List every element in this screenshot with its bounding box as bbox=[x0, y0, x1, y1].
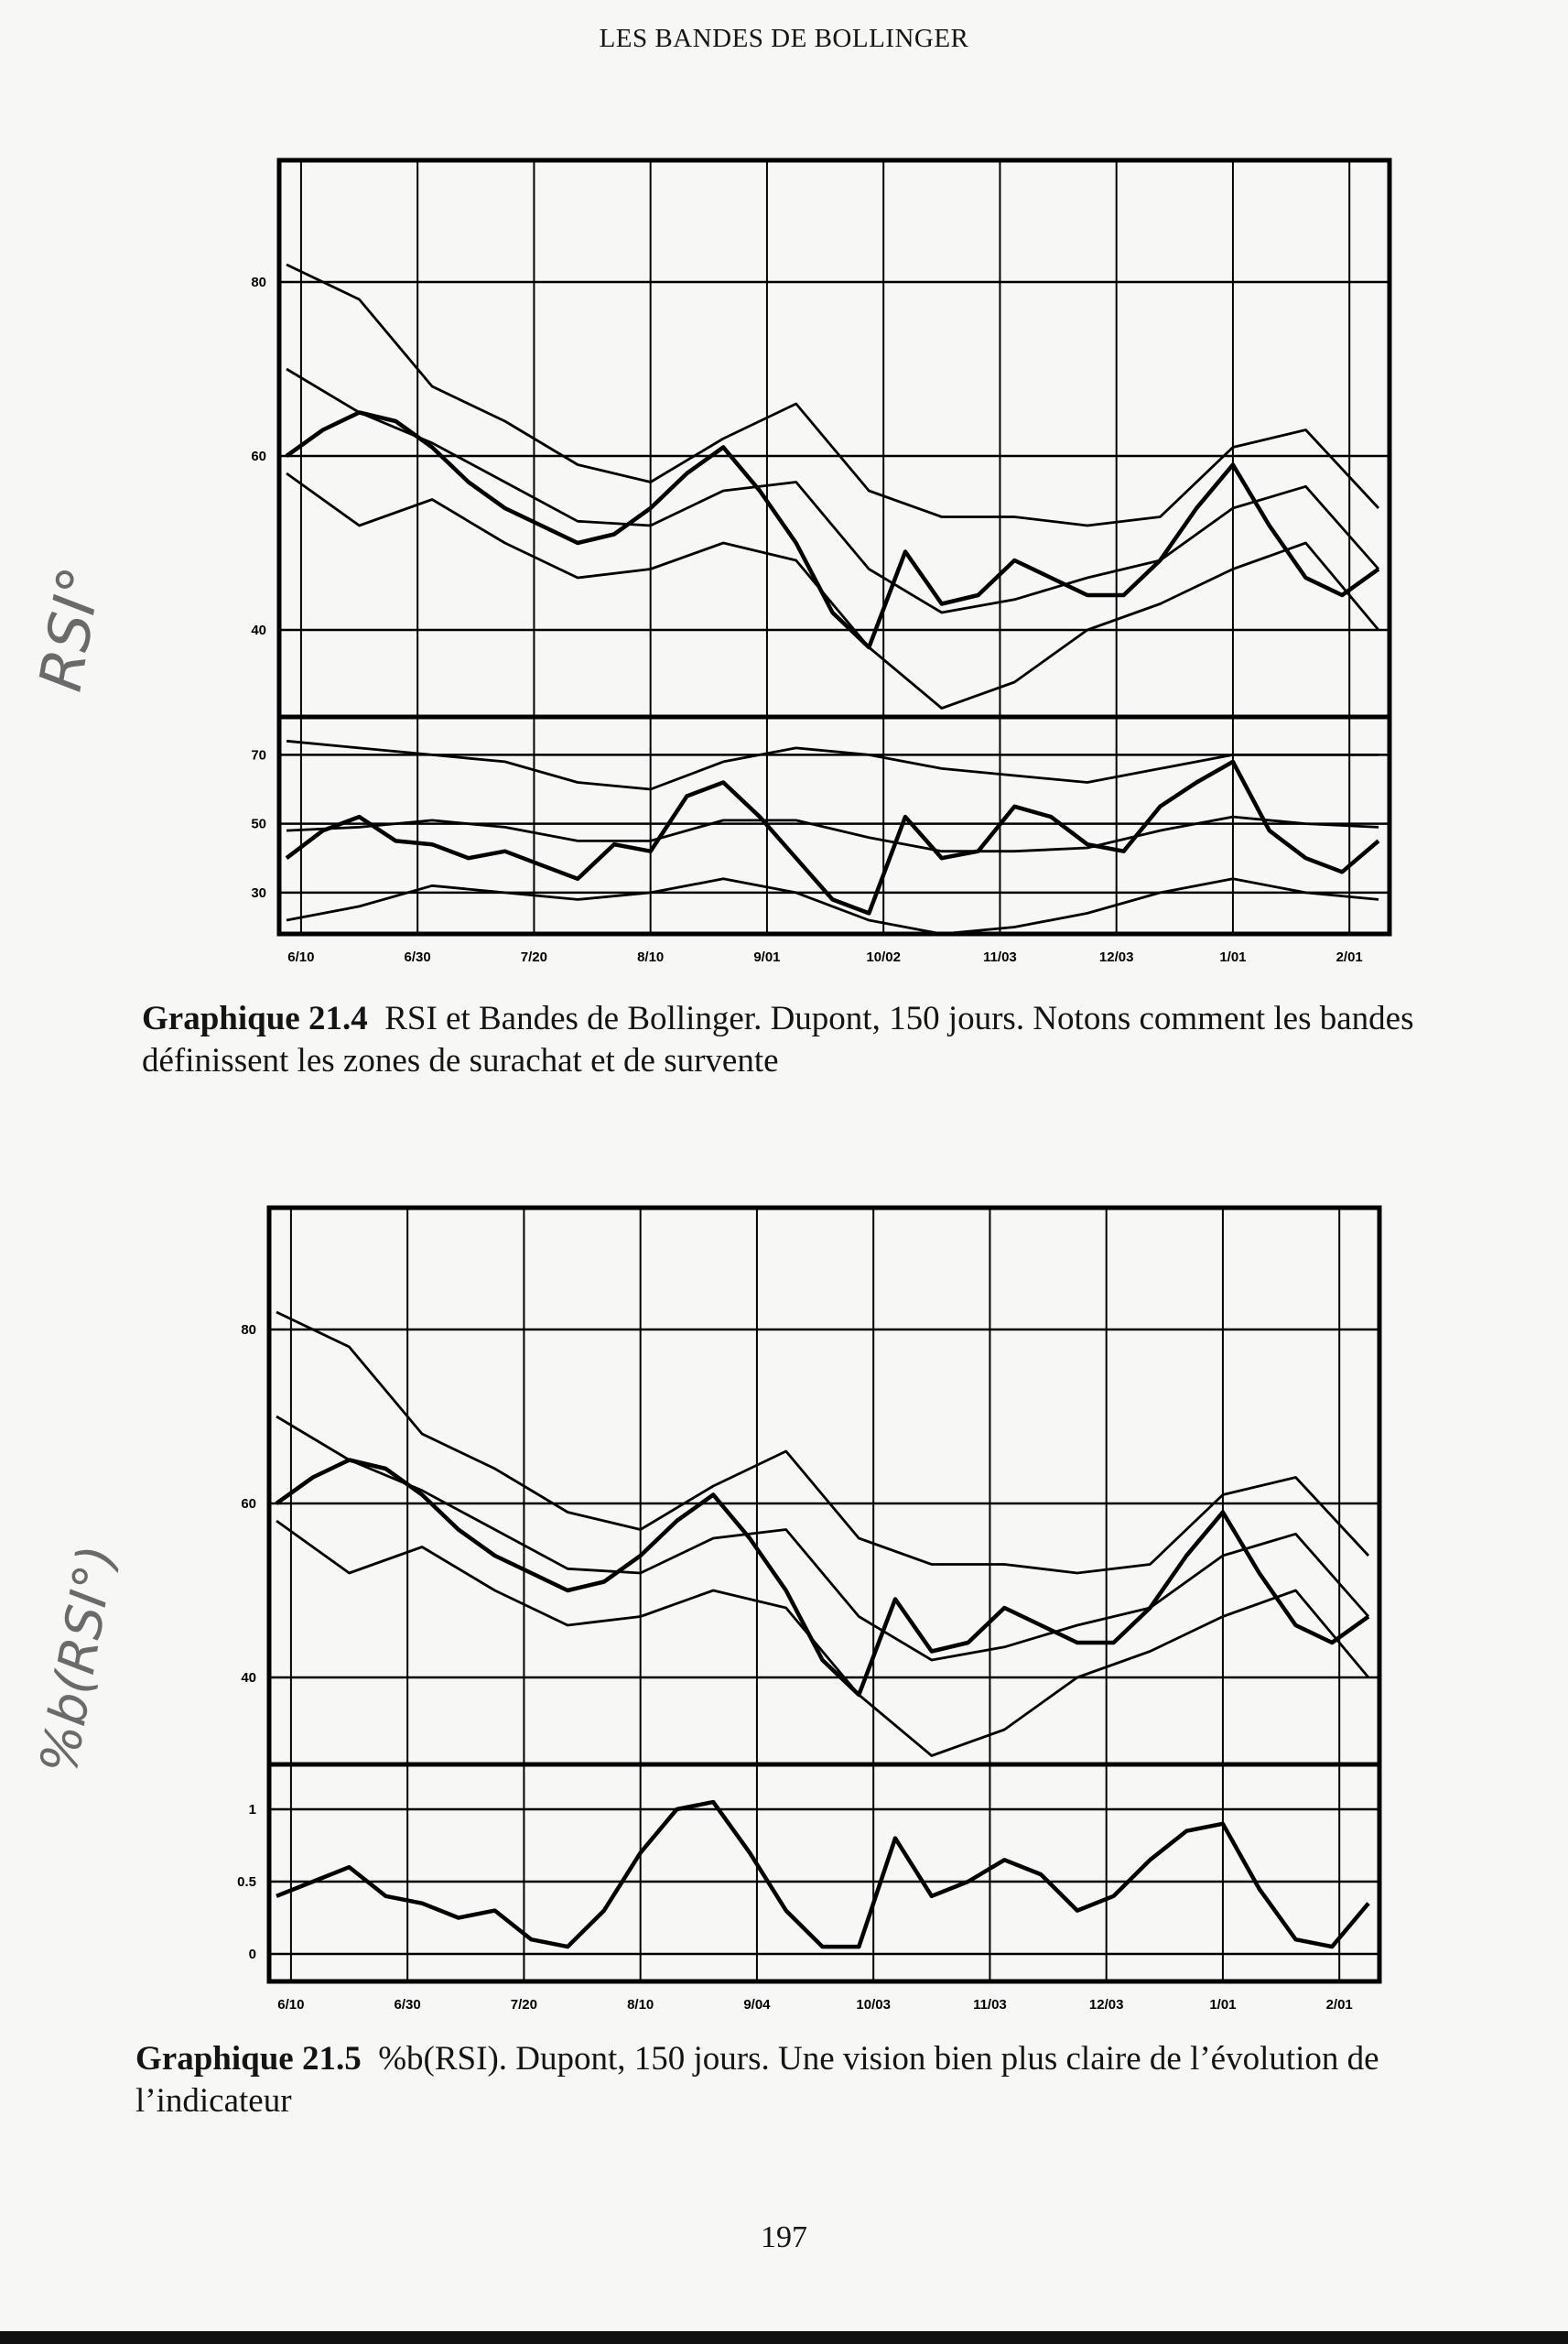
handwritten-note: RSI° bbox=[27, 561, 116, 697]
series-rsi-line bbox=[285, 759, 1380, 916]
x-tick-label: 2/01 bbox=[1336, 950, 1363, 965]
y-tick-label: 40 bbox=[251, 623, 266, 638]
y-tick-label: 40 bbox=[241, 1670, 256, 1686]
series-lower-band-line bbox=[286, 472, 1380, 710]
series-upper-band-line bbox=[286, 739, 1379, 791]
handwritten-note: %b(RSI°) bbox=[28, 1541, 128, 1778]
chart-percent-b-rsi: 6/10 6/30 7/20 8/10 9/04 10/03 11/03 12/03 1/01 2… bbox=[237, 1205, 1382, 2013]
series-middle-band-line bbox=[286, 815, 1379, 853]
x-tick-label: 1/01 bbox=[1209, 1997, 1236, 2013]
y-tick-label: 70 bbox=[251, 747, 266, 763]
x-tick-label: 6/30 bbox=[405, 950, 431, 965]
chart-frame bbox=[276, 157, 1392, 937]
page-number: 197 bbox=[761, 2220, 807, 2254]
scan-edge bbox=[0, 2331, 1568, 2344]
caption-text: %b(RSI). Dupont, 150 jours. Une vision b… bbox=[135, 2040, 1379, 2120]
series-percent-b-line bbox=[276, 1799, 1370, 1949]
x-tick-label: 2/01 bbox=[1326, 1997, 1353, 2013]
y-tick-label: 50 bbox=[251, 817, 266, 832]
caption-label: Graphique 21.5 bbox=[135, 2040, 362, 2078]
running-head: LES BANDES DE BOLLINGER bbox=[599, 24, 969, 53]
series-price-line bbox=[275, 1458, 1370, 1698]
caption-text: RSI et Bandes de Bollinger. Dupont, 150 … bbox=[142, 1000, 1414, 1080]
y-tick-label: 0 bbox=[249, 1947, 256, 1962]
x-tick-label: 9/04 bbox=[743, 1997, 771, 2013]
x-tick-label: 12/03 bbox=[1089, 1997, 1124, 2013]
y-tick-label: 60 bbox=[251, 449, 266, 464]
x-tick-label: 6/10 bbox=[277, 1997, 304, 2013]
x-tick-label: 12/03 bbox=[1099, 950, 1134, 965]
x-tick-label: 8/10 bbox=[627, 1997, 654, 2013]
x-tick-label: 8/10 bbox=[637, 950, 664, 965]
series-price-line bbox=[285, 410, 1380, 650]
x-tick-label: 10/03 bbox=[856, 1997, 891, 2013]
x-tick-label: 1/01 bbox=[1219, 950, 1246, 965]
caption-label: Graphique 21.4 bbox=[142, 1000, 368, 1037]
caption-figure-21-5: Graphique 21.5 %b(RSI). Dupont, 150 jour… bbox=[135, 2038, 1490, 2122]
x-tick-label: 11/03 bbox=[973, 1997, 1007, 2013]
x-tick-label: 10/02 bbox=[866, 950, 901, 965]
series-upper-band-line bbox=[286, 263, 1380, 527]
series-middle-band-line bbox=[276, 1415, 1370, 1662]
x-tick-label: 11/03 bbox=[983, 950, 1017, 965]
y-tick-label: 1 bbox=[249, 1802, 256, 1818]
series-lower-band-line bbox=[276, 1519, 1370, 1757]
x-tick-label: 9/01 bbox=[753, 950, 780, 965]
x-tick-label: 7/20 bbox=[521, 950, 547, 965]
x-tick-label: 6/10 bbox=[287, 950, 314, 965]
y-tick-label: 30 bbox=[251, 885, 266, 901]
series-middle-band-line bbox=[286, 367, 1380, 614]
y-tick-label: 60 bbox=[241, 1496, 256, 1512]
x-tick-label: 7/20 bbox=[511, 1997, 537, 2013]
chart-rsi-bollinger: 6/10 6/30 7/20 8/10 9/01 10/02 11/03 12/03 1/01 2… bbox=[251, 157, 1392, 965]
caption-figure-21-4: Graphique 21.4 RSI et Bandes de Bollinge… bbox=[142, 998, 1497, 1082]
y-tick-label: 80 bbox=[241, 1322, 256, 1338]
series-lower-band-line bbox=[286, 877, 1379, 936]
chart-frame bbox=[266, 1205, 1382, 1984]
y-tick-label: 80 bbox=[251, 275, 266, 290]
series-upper-band-line bbox=[276, 1310, 1370, 1575]
y-tick-label: 0.5 bbox=[237, 1874, 256, 1890]
x-tick-label: 6/30 bbox=[395, 1997, 421, 2013]
